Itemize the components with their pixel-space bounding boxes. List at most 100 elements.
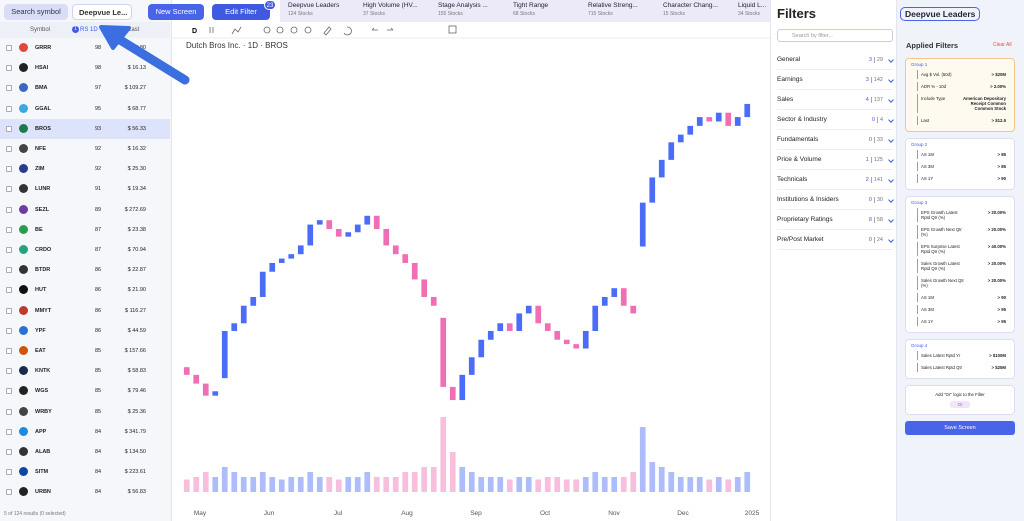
- filter-item: Last > $12.5: [917, 116, 1009, 125]
- screen-tab[interactable]: Deepvue Le...: [72, 4, 132, 20]
- symbol: GGAL: [35, 105, 51, 112]
- screen-tab[interactable]: Deepvue Leaders 124 Stocks: [288, 2, 364, 20]
- logo: [19, 123, 28, 133]
- active-count: 3: [865, 77, 872, 83]
- filter-search[interactable]: Search by filter...: [777, 29, 893, 42]
- new-screen-button[interactable]: New Screen: [148, 4, 204, 20]
- checkbox: [6, 449, 12, 455]
- clear-all[interactable]: Clear All: [993, 42, 1012, 48]
- filter-label: Avg $ Vol. (50d): [921, 72, 952, 77]
- stock-row[interactable]: KNTK 85 $ 58.83: [0, 361, 170, 381]
- or-button[interactable]: Or: [949, 401, 971, 408]
- screen-tab[interactable]: Tight Range 68 Stocks: [513, 2, 589, 20]
- checkbox: [6, 45, 12, 51]
- screen-tab[interactable]: Stage Analysis ... 155 Stocks: [438, 2, 514, 20]
- screen-name: Tight Range: [513, 2, 549, 9]
- chevron: [888, 197, 894, 203]
- rs-value: 85: [95, 348, 102, 354]
- screen-tab[interactable]: High Volume (HV... 37 Stocks: [363, 2, 439, 20]
- column-header[interactable]: Symbol: [30, 27, 51, 33]
- stock-row[interactable]: SEZL 89 $ 272.69: [0, 200, 170, 220]
- filter-category[interactable]: Proprietary Ratings 8 58: [777, 210, 894, 230]
- filter-category[interactable]: Sector & Industry 0 4: [777, 110, 894, 130]
- symbol: BTDR: [35, 267, 51, 274]
- x-tick-label: Dec: [677, 510, 689, 517]
- last-price: $ 19.34: [127, 186, 146, 193]
- stock-row[interactable]: APP 84 $ 341.79: [0, 422, 170, 442]
- volume-bar: [649, 462, 656, 492]
- category-name: Earnings: [777, 76, 803, 83]
- filter-label: AS 1M: [921, 295, 934, 300]
- column-header[interactable]: RS 1D: [80, 27, 98, 33]
- screen-tab[interactable]: Liquid L... 34 Stocks: [738, 2, 770, 20]
- last-price: $ 341.79: [124, 428, 146, 435]
- stock-row[interactable]: EAT 85 $ 157.66: [0, 341, 170, 361]
- stock-row[interactable]: HSAI 98 $ 16.13: [0, 58, 170, 78]
- search-symbol[interactable]: Search symbol: [4, 4, 68, 20]
- volume-bar: [487, 477, 494, 492]
- filter-value: > 95: [997, 319, 1006, 324]
- candle-body: [354, 224, 361, 233]
- edit-filter-button[interactable]: Edit Filter: [212, 4, 270, 20]
- volume-bar: [706, 479, 713, 492]
- interval[interactable]: D: [192, 28, 197, 35]
- filter-value: > 90: [997, 295, 1006, 300]
- filter-category[interactable]: Institutions & Insiders 0 30: [777, 190, 894, 210]
- active-count: 1: [865, 157, 872, 163]
- screen-tab[interactable]: Character Chang... 15 Stocks: [663, 2, 739, 20]
- stock-row[interactable]: BMA 97 $ 109.27: [0, 78, 170, 98]
- filter-item: AS 3M > 85: [917, 162, 1009, 171]
- candle-body: [335, 228, 342, 237]
- rs-value: 92: [95, 146, 102, 152]
- candle-body: [392, 245, 399, 255]
- rs-value: 98: [95, 45, 102, 51]
- stock-row[interactable]: ZIM 92 $ 25.30: [0, 159, 170, 179]
- stock-row[interactable]: WGS 85 $ 79.46: [0, 381, 170, 401]
- symbol: WGS: [35, 388, 49, 395]
- filter-category[interactable]: Pre/Post Market 0 24: [777, 230, 894, 250]
- filter-category[interactable]: Sales 4 137: [777, 90, 894, 110]
- stock-row[interactable]: URBN 84 $ 56.83: [0, 482, 170, 502]
- or-text: Add "Or" logic to the Filter: [935, 392, 985, 397]
- candle-body: [687, 125, 694, 135]
- stock-row[interactable]: BE 87 $ 23.38: [0, 220, 170, 240]
- volume-bar: [354, 477, 361, 492]
- column-header[interactable]: Last: [128, 27, 140, 33]
- screen-tab[interactable]: Relative Streng... 715 Stocks: [588, 2, 664, 20]
- rs-value: 92: [95, 166, 102, 173]
- stock-row[interactable]: YPF 86 $ 44.59: [0, 321, 170, 341]
- filter-category[interactable]: Technicals 2 141: [777, 170, 894, 190]
- checkbox: [6, 307, 12, 314]
- stock-row[interactable]: SITM 84 $ 223.61: [0, 462, 170, 482]
- category-name: Fundamentals: [777, 136, 819, 143]
- logo: [19, 386, 28, 396]
- stock-row[interactable]: NFE 92 $ 16.32: [0, 139, 170, 159]
- stock-row[interactable]: HUT 86 $ 21.90: [0, 280, 170, 300]
- candle-body: [744, 103, 751, 118]
- stock-row[interactable]: MMYT 86 $ 116.27: [0, 301, 170, 321]
- volume-bar: [193, 477, 200, 492]
- stock-row[interactable]: ALAB 84 $ 134.50: [0, 442, 170, 462]
- x-tick-label: Aug: [401, 510, 413, 517]
- category-counts: 3 29: [868, 50, 883, 70]
- candle-body: [478, 339, 485, 358]
- stock-row[interactable]: BTDR 86 $ 22.87: [0, 260, 170, 280]
- save-screen-button[interactable]: Save Screen: [905, 421, 1015, 435]
- screen-count: 15 Stocks: [663, 11, 685, 17]
- checkbox: [6, 186, 12, 193]
- filter-category[interactable]: Earnings 3 142: [777, 70, 894, 90]
- volume-bar: [202, 472, 209, 492]
- volume-bar: [316, 477, 323, 492]
- filter-label: AS 3M: [921, 164, 934, 169]
- candle-body: [440, 317, 447, 387]
- stock-row[interactable]: CRDO 87 $ 70.94: [0, 240, 170, 260]
- stock-row[interactable]: BROS 93 $ 56.33: [0, 118, 170, 139]
- filter-category[interactable]: General 3 29: [777, 50, 894, 70]
- filter-category[interactable]: Fundamentals 0 33: [777, 130, 894, 150]
- filter-category[interactable]: Price & Volume 1 125: [777, 150, 894, 170]
- last-price: $ 25.36: [127, 408, 146, 415]
- stock-row[interactable]: WRBY 85 $ 25.36: [0, 402, 170, 422]
- chevron: [888, 177, 894, 183]
- stock-row[interactable]: LUNR 91 $ 19.34: [0, 179, 170, 199]
- stock-row[interactable]: GGAL 95 $ 68.77: [0, 99, 170, 119]
